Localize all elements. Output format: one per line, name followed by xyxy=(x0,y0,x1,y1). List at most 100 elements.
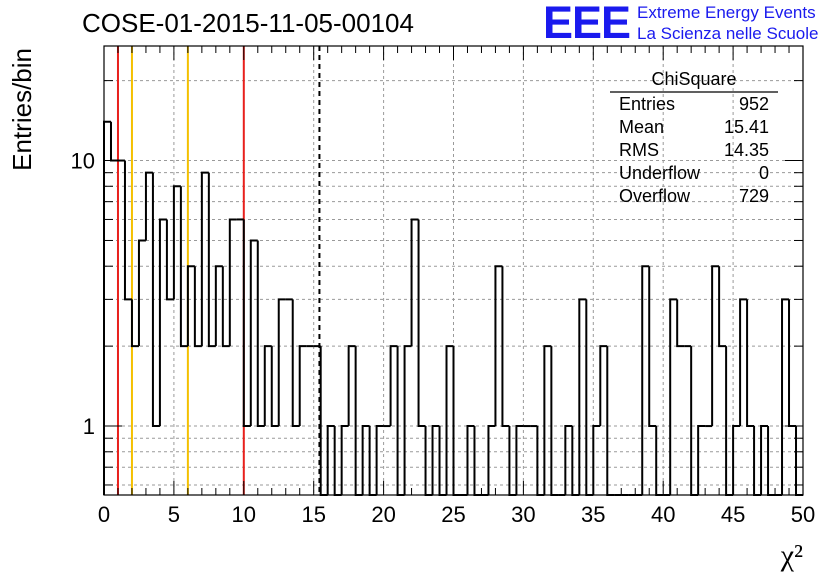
histogram-bin xyxy=(186,265,195,347)
histogram-bin xyxy=(277,298,286,427)
histogram-bin xyxy=(648,266,657,428)
histogram-bin xyxy=(249,239,258,427)
y-axis-label: Entries/bin xyxy=(7,48,37,171)
logo-line-1: Extreme Energy Events xyxy=(637,3,816,22)
x-tick-label: 20 xyxy=(371,502,395,527)
chart-title: COSE-01-2015-11-05-00104 xyxy=(82,8,414,38)
x-tick-label: 10 xyxy=(232,502,256,527)
histogram-bin xyxy=(151,172,160,428)
histogram-bin xyxy=(543,345,552,495)
histogram-bin xyxy=(193,266,202,348)
histogram-bin xyxy=(501,266,510,428)
y-tick-label: 10 xyxy=(71,149,95,174)
logo-line-2: La Scienza nelle Scuole xyxy=(637,24,818,43)
axes xyxy=(103,45,804,496)
histogram-bin xyxy=(103,120,111,495)
histogram-bin xyxy=(263,345,272,427)
histogram-bin xyxy=(361,425,370,495)
histogram-bin xyxy=(760,425,769,495)
stats-label-overflow: Overflow xyxy=(619,186,691,206)
histogram-bin xyxy=(270,346,279,428)
histogram-bin xyxy=(319,346,328,496)
histogram-bin xyxy=(487,425,496,495)
histogram-bin xyxy=(466,425,475,495)
histogram-bin xyxy=(375,425,384,495)
stats-value-underflow: 0 xyxy=(759,163,769,183)
histogram-bin xyxy=(340,425,349,495)
histogram-bin xyxy=(732,425,741,495)
stats-value-rms: 14.35 xyxy=(724,140,769,160)
histogram-bin xyxy=(711,265,720,427)
histogram-bin xyxy=(214,265,223,347)
histogram-bin xyxy=(781,298,790,495)
histogram-bin xyxy=(564,425,573,495)
histogram-bin xyxy=(788,299,797,428)
histogram-bin xyxy=(396,346,405,496)
histogram-bin xyxy=(179,186,188,348)
histogram-bin xyxy=(431,425,440,495)
reference-lines xyxy=(116,46,321,495)
histogram-bin xyxy=(256,240,265,428)
logo-mark: EEE xyxy=(543,0,630,48)
stats-box: ChiSquare Entries 952 Mean 15.41 RMS 14.… xyxy=(610,69,778,206)
histogram-bin xyxy=(445,345,454,495)
histogram-bin xyxy=(578,298,587,495)
stats-value-mean: 15.41 xyxy=(724,117,769,137)
x-tick-label: 25 xyxy=(441,502,465,527)
histogram-bin xyxy=(347,345,356,427)
histogram-bin xyxy=(354,346,363,496)
histogram-bin xyxy=(123,160,132,301)
histogram-bin xyxy=(718,266,727,348)
histogram-bin xyxy=(669,298,678,495)
x-tick-label: 50 xyxy=(791,502,815,527)
histogram-bin xyxy=(172,185,181,300)
histogram-bin xyxy=(739,298,748,427)
histogram-bin xyxy=(697,425,706,495)
histogram-bin xyxy=(494,265,503,427)
stats-value-overflow: 729 xyxy=(739,186,769,206)
histogram-bin xyxy=(641,265,650,495)
histogram-bin xyxy=(298,345,307,427)
histogram-bin xyxy=(452,346,461,496)
x-tick-label: 45 xyxy=(721,502,745,527)
histogram-bin xyxy=(291,299,300,428)
histogram-bin xyxy=(137,239,146,347)
histogram-bin xyxy=(606,346,615,496)
x-tick-label: 0 xyxy=(98,502,110,527)
grid-lines xyxy=(104,46,803,495)
histogram-bin xyxy=(228,218,237,347)
stats-value-entries: 952 xyxy=(739,94,769,114)
histogram-bin xyxy=(676,299,685,348)
histogram-bin xyxy=(403,345,412,495)
histogram-bin xyxy=(585,299,594,496)
stats-title: ChiSquare xyxy=(651,69,736,89)
histogram-bin xyxy=(515,425,524,495)
histogram-bin xyxy=(599,345,608,427)
histogram-bin xyxy=(690,346,699,496)
stats-label-entries: Entries xyxy=(619,94,675,114)
x-axis-label: χ² xyxy=(780,539,803,572)
histogram-bin xyxy=(109,121,118,162)
histogram-bin xyxy=(746,299,755,428)
stats-label-rms: RMS xyxy=(619,140,659,160)
stats-label-mean: Mean xyxy=(619,117,664,137)
x-tick-label: 15 xyxy=(301,502,325,527)
histogram-bin xyxy=(550,346,559,496)
histogram-bin xyxy=(207,172,216,348)
eee-logo: EEE Extreme Energy Events La Scienza nel… xyxy=(543,0,818,48)
histogram-bin xyxy=(165,219,174,301)
y-tick-labels: 1 10 xyxy=(71,149,95,440)
x-tick-label: 30 xyxy=(511,502,535,527)
histogram-bin xyxy=(242,219,251,428)
histogram-bin xyxy=(389,345,398,427)
histogram-bin xyxy=(592,425,601,495)
histogram-bin xyxy=(326,425,335,495)
histogram-bin xyxy=(144,171,153,241)
histogram-bin xyxy=(130,299,139,348)
histogram-bin xyxy=(158,218,167,427)
x-tick-label: 40 xyxy=(651,502,675,527)
histogram-bin xyxy=(725,346,734,496)
stats-label-underflow: Underflow xyxy=(619,163,701,183)
x-tick-label: 35 xyxy=(581,502,605,527)
